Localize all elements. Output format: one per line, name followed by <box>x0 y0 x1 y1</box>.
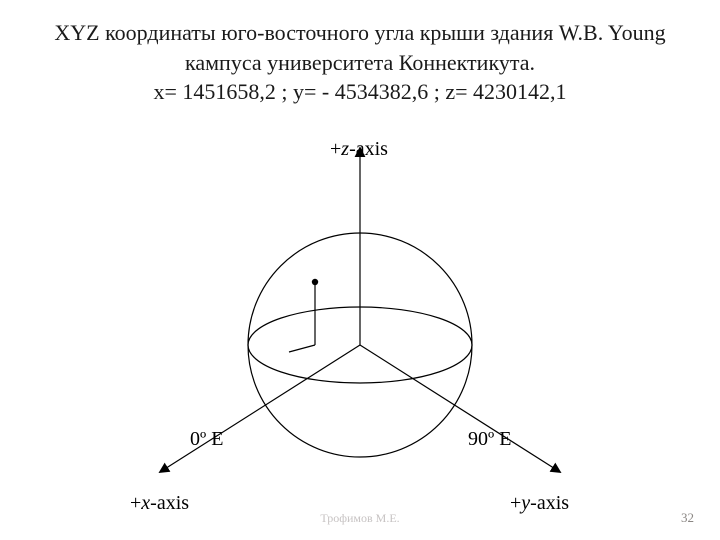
page-number: 32 <box>681 510 694 526</box>
slide-title: XYZ координаты юго-восточного угла крыши… <box>0 18 720 107</box>
diagram-svg <box>110 120 610 500</box>
coordinate-diagram: +z-axis +x-axis +y-axis 0º E 90º E <box>110 120 610 500</box>
title-line-2: кампуса университета Коннектикута. <box>185 50 535 75</box>
y-deg-label: 90º E <box>468 428 511 451</box>
point-drop-to-equator <box>289 345 315 352</box>
title-line-3: x= 1451658,2 ; y= - 4534382,6 ; z= 42301… <box>153 79 566 104</box>
title-line-1: XYZ координаты юго-восточного угла крыши… <box>54 20 665 45</box>
x-deg-label: 0º E <box>190 428 223 451</box>
slide: XYZ координаты юго-восточного угла крыши… <box>0 0 720 540</box>
surface-point <box>312 279 318 285</box>
z-axis-label: +z-axis <box>330 138 388 161</box>
footer-author: Трофимов М.Е. <box>0 511 720 526</box>
